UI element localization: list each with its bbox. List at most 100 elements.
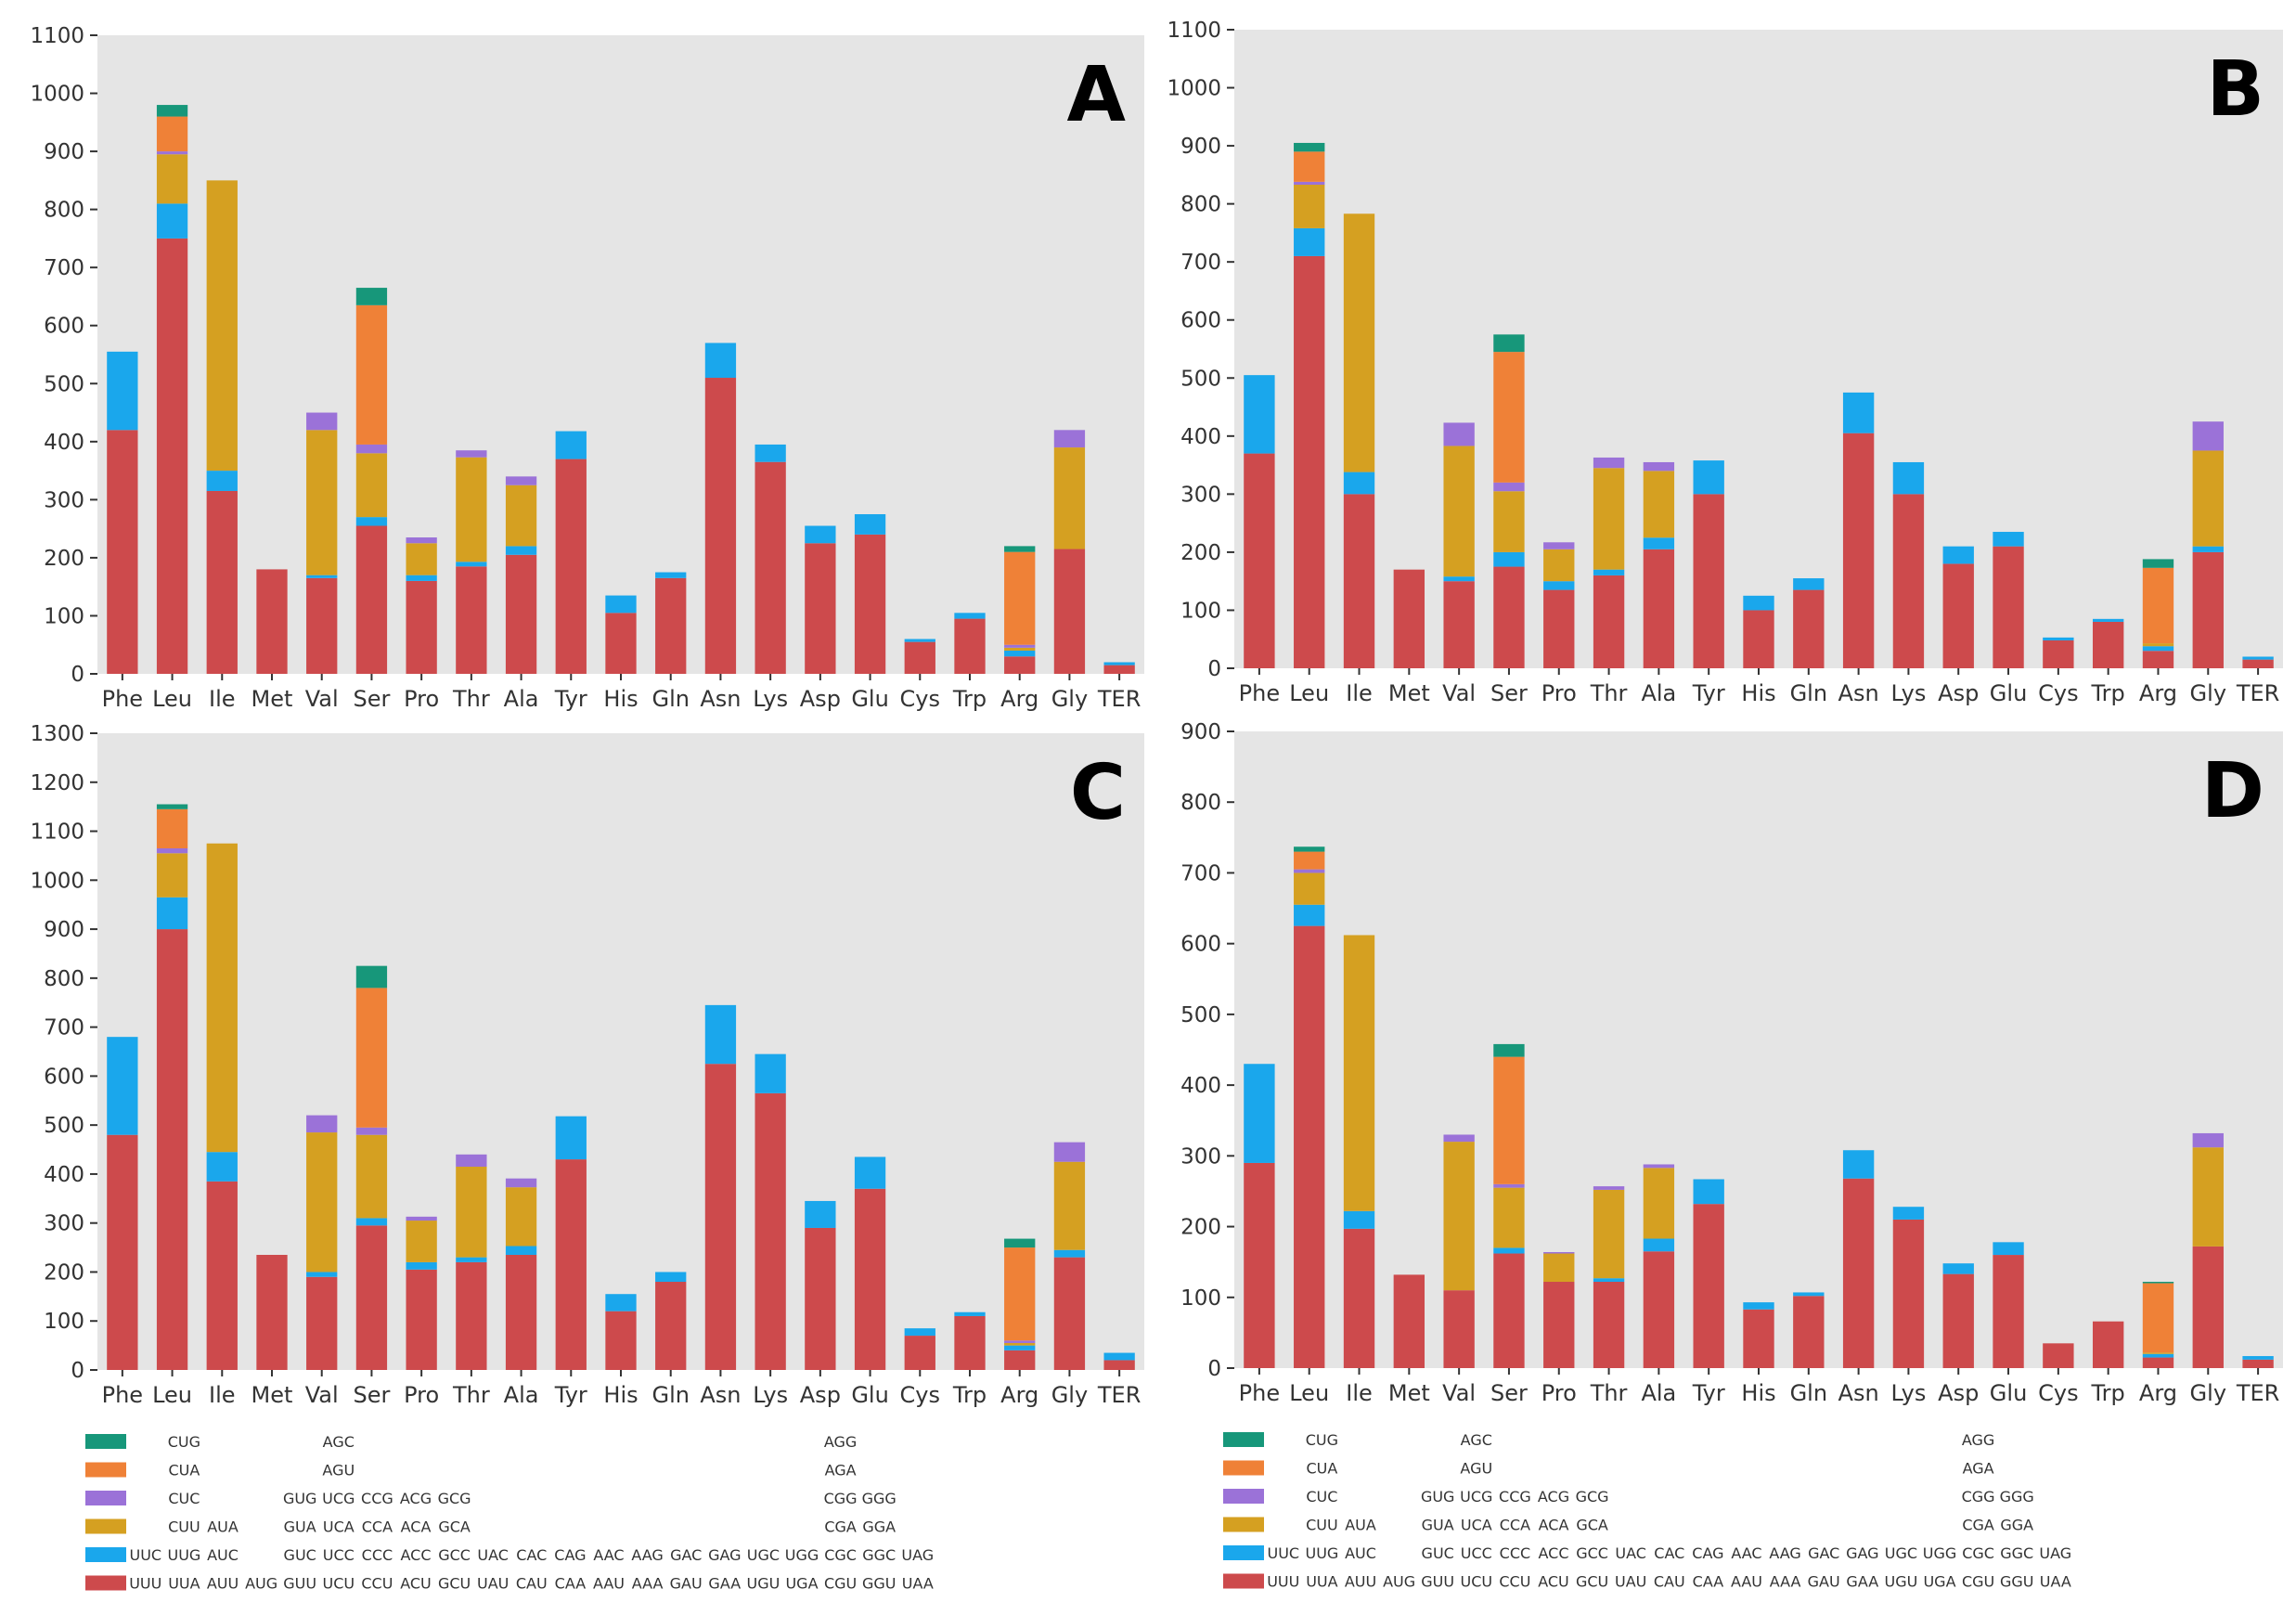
x-tick-label: Pro — [1541, 1380, 1577, 1406]
bar-segment-tyr-tier1 — [555, 431, 587, 459]
x-tick-label: Gln — [1790, 680, 1827, 706]
bar-segment-his-tier0 — [605, 1311, 637, 1370]
bar-segment-ser-tier2 — [1493, 1187, 1525, 1248]
bar-segment-thr-tier3 — [456, 1154, 487, 1168]
bar-segment-ala-tier1 — [1643, 537, 1675, 549]
legend-codon: UUU — [1267, 1573, 1299, 1591]
y-tick-label: 200 — [1180, 1216, 1221, 1240]
legend-codon: CGA — [824, 1518, 857, 1536]
y-tick-label: 0 — [1207, 1357, 1221, 1381]
bar-segment-ile-tier0 — [1343, 1228, 1375, 1368]
bar-segment-ser-tier5 — [355, 288, 388, 305]
bar-segment-gly-tier3 — [1053, 1142, 1086, 1162]
bar-segment-ser-tier4 — [355, 304, 388, 445]
legend-codon: GGC — [862, 1546, 896, 1564]
x-tick-label: Ser — [1490, 1380, 1528, 1406]
bar-segment-ter-tier1 — [2242, 1356, 2274, 1360]
legend-codon: AGA — [825, 1462, 857, 1479]
y-tick-label: 100 — [1180, 599, 1221, 623]
panel-label-a: A — [1067, 51, 1127, 139]
y-tick-label: 400 — [1180, 425, 1221, 449]
x-tick-label: Phe — [102, 1382, 143, 1408]
bar-segment-arg-tier5 — [2142, 1282, 2174, 1284]
bar-segment-val-tier2 — [306, 430, 338, 575]
legend-codon: CGU — [824, 1575, 857, 1593]
legend-codon: UAG — [901, 1546, 934, 1564]
y-tick-label: 600 — [1180, 933, 1221, 957]
bar-segment-asn-tier1 — [1842, 1150, 1875, 1179]
x-tick-label: Thr — [452, 686, 490, 712]
bar-segment-thr-tier0 — [1593, 575, 1625, 668]
bar-segment-gly-tier0 — [2192, 551, 2224, 668]
legend-codon: UGC — [1885, 1544, 1917, 1562]
bar-segment-ile-tier1 — [1343, 472, 1375, 495]
legend-codon: UCA — [1461, 1517, 1492, 1534]
x-tick-label: Asn — [1838, 680, 1879, 706]
x-tick-label: Val — [305, 686, 339, 712]
legend-codon: GUA — [284, 1518, 316, 1536]
legend-codon: AAA — [632, 1575, 664, 1593]
legend-swatch-tier3 — [1223, 1489, 1264, 1504]
bar-segment-val-tier3 — [1443, 422, 1475, 446]
bar-segment-ser-tier4 — [1493, 352, 1525, 483]
y-tick-label: 300 — [1180, 483, 1221, 507]
legend-codon: GCC — [1576, 1544, 1608, 1562]
bar-segment-leu-tier1 — [156, 897, 188, 930]
bar-segment-thr-tier2 — [1593, 468, 1625, 570]
legend-codon: CGG — [824, 1490, 858, 1507]
x-tick-label: Tyr — [1692, 1380, 1725, 1406]
bar-segment-his-tier0 — [1743, 1309, 1774, 1368]
bar-segment-met-tier0 — [1393, 569, 1425, 668]
bar-segment-ser-tier1 — [355, 1218, 388, 1226]
bar-segment-arg-tier4 — [1004, 1247, 1036, 1341]
x-tick-label: Met — [252, 686, 293, 712]
bar-segment-gly-tier0 — [2192, 1246, 2224, 1368]
bar-segment-ser-tier1 — [355, 517, 388, 526]
x-tick-label: Asn — [700, 686, 741, 712]
legend-codon: CUU — [1306, 1517, 1338, 1534]
bar-segment-ala-tier0 — [505, 554, 537, 674]
bar-segment-arg-tier5 — [2142, 559, 2174, 568]
bar-segment-ile-tier0 — [206, 490, 238, 674]
legend-codon: UAC — [477, 1546, 509, 1564]
bar-segment-pro-tier2 — [406, 543, 437, 575]
legend-codon: GUU — [283, 1575, 316, 1593]
bar-segment-val-tier1 — [1443, 576, 1475, 582]
legend-codon: CUU — [168, 1518, 200, 1536]
bar-segment-ala-tier2 — [505, 484, 537, 547]
legend-codon: UGU — [1884, 1573, 1917, 1591]
bar-segment-cys-tier1 — [2043, 637, 2074, 640]
x-tick-label: Met — [1388, 1380, 1430, 1406]
y-tick-label: 1100 — [30, 820, 84, 845]
bar-segment-asp-tier1 — [1942, 546, 1974, 564]
bar-segment-met-tier0 — [256, 1254, 288, 1370]
legend-codon: UAU — [477, 1575, 509, 1593]
bar-segment-ser-tier3 — [355, 444, 388, 454]
y-tick-label: 1100 — [1167, 19, 1221, 43]
x-tick-label: Lys — [1890, 680, 1926, 706]
bar-segment-arg-tier3 — [1004, 644, 1036, 648]
legend-codon: UCU — [1461, 1573, 1493, 1591]
bar-segment-glu-tier0 — [854, 534, 886, 674]
plot-area — [97, 733, 1144, 1370]
y-tick-label: 100 — [44, 1310, 84, 1334]
bar-segment-val-tier2 — [1443, 1142, 1475, 1291]
y-tick-label: 700 — [1180, 251, 1221, 275]
x-tick-label: Thr — [1590, 1380, 1628, 1406]
bar-segment-met-tier0 — [1393, 1274, 1425, 1368]
panel-label-c: C — [1070, 749, 1126, 837]
x-tick-label: Lys — [1890, 1380, 1926, 1406]
y-tick-label: 800 — [44, 199, 84, 223]
y-tick-label: 400 — [1180, 1074, 1221, 1098]
bar-segment-tyr-tier1 — [1693, 1179, 1724, 1205]
bar-segment-asn-tier0 — [1842, 1178, 1875, 1368]
bar-segment-ile-tier2 — [1343, 935, 1375, 1211]
legend-codon: AAG — [631, 1546, 663, 1564]
bar-segment-gly-tier2 — [2192, 1147, 2224, 1247]
bar-segment-glu-tier0 — [1993, 546, 2024, 668]
legend-codon: GUA — [1422, 1517, 1454, 1534]
bar-segment-pro-tier0 — [1543, 1282, 1575, 1368]
x-tick-label: Ser — [353, 686, 390, 712]
bar-segment-ala-tier2 — [505, 1187, 537, 1247]
x-tick-label: Thr — [452, 1382, 490, 1408]
